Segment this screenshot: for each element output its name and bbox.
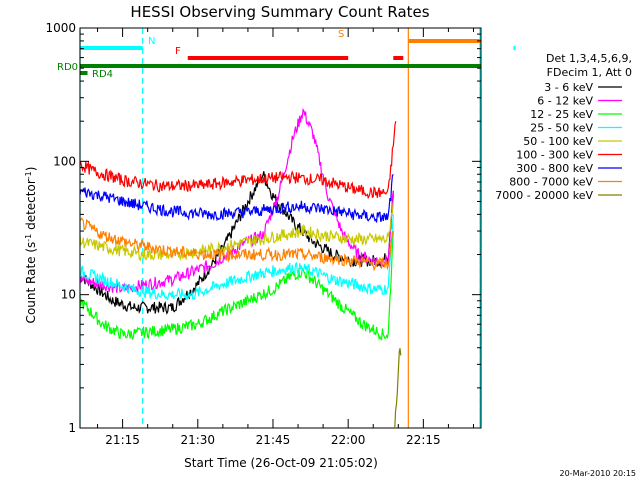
x-tick-label-1: 21:30 — [180, 433, 215, 447]
flag-bars: N F S RD0 RD4 — [57, 29, 516, 80]
x-tick-label-4: 22:15 — [406, 433, 441, 447]
flag-bar-3-0 — [408, 39, 481, 43]
legend-label-2: 12 - 25 keV — [530, 108, 593, 121]
legend-label-6: 300 - 800 keV — [516, 162, 593, 175]
series-line-7 — [79, 217, 394, 272]
x-tick-label-3: 22:00 — [331, 433, 366, 447]
axis-ticks: 21:15 21:30 21:45 22:00 22:15 1 10 100 1000 — [45, 21, 481, 447]
legend-label-0: 3 - 6 keV — [544, 81, 593, 94]
series-line-6 — [79, 173, 394, 223]
flag-label-2: F — [175, 46, 181, 57]
series-line-5 — [79, 121, 397, 200]
legend-label-7: 800 - 7000 keV — [509, 176, 593, 189]
y-axis-label: Count Rate (s-1 detector-1) — [24, 167, 39, 324]
flag-bar-2-0 — [187, 56, 349, 60]
series-line-0 — [79, 171, 394, 315]
series-line-2 — [79, 231, 394, 341]
legend-label-4: 50 - 100 keV — [523, 135, 593, 148]
y-tick-label-1: 10 — [61, 288, 76, 302]
flag-label-4: RD0 — [57, 62, 78, 73]
legend-label-8: 7000 - 20000 keV — [495, 189, 593, 202]
legend-header-0: Det 1,3,4,5,6,9, — [546, 52, 632, 65]
date-stamp: 20-Mar-2010 20:15 — [560, 469, 637, 478]
flag-bar-4-0 — [80, 64, 481, 68]
series-line-4 — [79, 201, 394, 262]
flag-label-5: RD4 — [92, 69, 113, 80]
chart-title: HESSI Observing Summary Count Rates — [130, 3, 429, 21]
flag-bar-0-0 — [80, 46, 143, 50]
legend-label-3: 25 - 50 keV — [530, 122, 593, 135]
legend: Det 1,3,4,5,6,9,FDecim 1, Att 0 3 - 6 keV… — [495, 52, 632, 202]
series-line-1 — [79, 108, 394, 293]
flag-bar-1-0 — [513, 46, 516, 50]
legend-label-5: 100 - 300 keV — [516, 149, 593, 162]
y-tick-label-0: 1 — [68, 421, 76, 435]
flag-label-0: N — [148, 36, 155, 47]
plot-area — [79, 28, 481, 428]
flag-bar-5-0 — [80, 71, 88, 75]
flag-bar-2-1 — [393, 56, 404, 60]
x-axis-label: Start Time (26-Oct-09 21:05:02) — [184, 456, 378, 470]
legend-header-1: FDecim 1, Att 0 — [547, 66, 632, 79]
y-tick-label-3: 1000 — [45, 21, 76, 35]
x-tick-label-0: 21:15 — [105, 433, 140, 447]
series-line-3 — [79, 214, 394, 301]
flag-label-3: S — [338, 29, 344, 40]
legend-label-1: 6 - 12 keV — [537, 95, 593, 108]
x-tick-label-2: 21:45 — [256, 433, 291, 447]
plot-frame — [79, 27, 482, 429]
y-tick-label-2: 100 — [53, 154, 76, 168]
series-line-8 — [394, 348, 402, 428]
